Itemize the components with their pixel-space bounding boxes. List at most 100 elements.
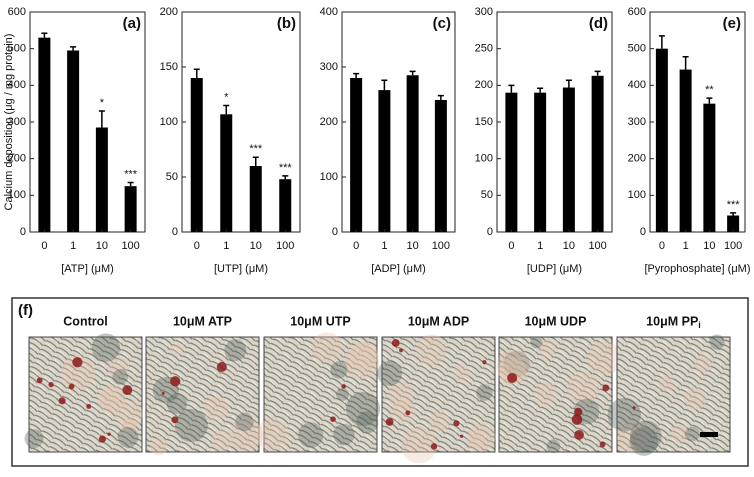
y-tick-label: 500 bbox=[628, 43, 646, 55]
x-tick-label: 100 bbox=[121, 240, 139, 252]
tint bbox=[330, 361, 348, 379]
y-tick-label: 300 bbox=[475, 6, 493, 18]
error-bar bbox=[98, 110, 105, 128]
significance: * bbox=[224, 91, 229, 103]
stained-nodule bbox=[68, 383, 75, 390]
panel-label: (a) bbox=[123, 15, 141, 32]
stained-nodule bbox=[599, 441, 606, 448]
image-caption: 10μM ATP bbox=[173, 314, 232, 328]
y-tick-label: 200 bbox=[160, 6, 178, 18]
stained-nodule bbox=[330, 416, 336, 423]
y-tick-label: 250 bbox=[475, 43, 493, 55]
stained-nodule bbox=[216, 361, 227, 373]
y-tick-label: 150 bbox=[475, 116, 493, 128]
x-axis-label: [ATP] (μM) bbox=[61, 263, 114, 275]
y-tick-label: 600 bbox=[8, 6, 26, 18]
tint bbox=[91, 333, 121, 362]
error-bar bbox=[381, 79, 388, 91]
stained-nodule bbox=[391, 339, 400, 347]
tint bbox=[150, 437, 168, 456]
stained-nodule bbox=[98, 435, 106, 443]
tint bbox=[684, 426, 700, 442]
stained-nodule bbox=[161, 391, 165, 395]
x-tick-label: 1 bbox=[537, 240, 543, 252]
tint bbox=[533, 382, 558, 407]
tint bbox=[658, 375, 675, 392]
stained-nodule bbox=[72, 357, 83, 368]
bar bbox=[124, 186, 137, 232]
tint bbox=[297, 422, 324, 448]
y-tick-label: 150 bbox=[160, 61, 178, 73]
x-tick-label: 0 bbox=[659, 240, 665, 252]
significance: *** bbox=[279, 162, 293, 174]
bar bbox=[727, 215, 740, 232]
micrograph bbox=[381, 336, 496, 453]
caption-subscript: i bbox=[698, 320, 701, 330]
micrograph bbox=[28, 336, 143, 453]
error-bar bbox=[409, 70, 416, 76]
stained-nodule bbox=[399, 348, 403, 353]
tint bbox=[629, 420, 662, 453]
y-tick-label: 0 bbox=[332, 226, 338, 238]
x-tick-label: 100 bbox=[276, 240, 294, 252]
tint bbox=[97, 384, 126, 414]
tint bbox=[235, 412, 254, 432]
stained-nodule bbox=[122, 385, 133, 396]
bar bbox=[378, 90, 391, 232]
y-tick-label: 600 bbox=[628, 6, 646, 18]
y-tick-label: 500 bbox=[8, 43, 26, 55]
x-tick-label: 10 bbox=[96, 240, 108, 252]
tint bbox=[311, 332, 343, 363]
image-caption: 10μM UDP bbox=[525, 314, 587, 328]
bar bbox=[534, 92, 547, 233]
tint bbox=[229, 418, 263, 452]
x-tick-label: 1 bbox=[70, 240, 76, 252]
x-tick-label: 100 bbox=[432, 240, 450, 252]
error-bar bbox=[565, 79, 572, 88]
stained-nodule bbox=[171, 416, 179, 424]
error-bar bbox=[682, 55, 689, 70]
error-bar bbox=[70, 46, 77, 51]
tint bbox=[538, 339, 556, 358]
x-tick-label: 0 bbox=[41, 240, 47, 252]
significance: ** bbox=[705, 84, 714, 96]
stained-nodule bbox=[602, 384, 610, 392]
tint bbox=[476, 384, 493, 401]
tint bbox=[498, 356, 526, 385]
error-bar bbox=[353, 72, 360, 78]
y-tick-label: 200 bbox=[475, 79, 493, 91]
tint bbox=[174, 408, 208, 442]
bar bbox=[703, 103, 716, 233]
y-tick-label: 100 bbox=[8, 189, 26, 201]
bar bbox=[562, 87, 575, 233]
bar bbox=[655, 48, 668, 232]
tint bbox=[617, 422, 649, 454]
bar bbox=[406, 75, 419, 232]
x-tick-label: 0 bbox=[353, 240, 359, 252]
y-tick-label: 0 bbox=[640, 226, 646, 238]
tint bbox=[115, 400, 143, 429]
y-tick-label: 0 bbox=[20, 226, 26, 238]
tint bbox=[468, 430, 486, 447]
scale-bar bbox=[700, 432, 718, 437]
error-bar bbox=[223, 104, 230, 115]
tint bbox=[356, 411, 379, 434]
bar bbox=[95, 127, 108, 232]
y-tick-label: 300 bbox=[320, 61, 338, 73]
error-bar bbox=[537, 87, 544, 93]
panel-label: (d) bbox=[589, 15, 608, 32]
x-axis-label: [Pyrophosphate] (μM) bbox=[645, 263, 751, 275]
stained-nodule bbox=[341, 384, 346, 389]
tint bbox=[391, 399, 417, 424]
bar bbox=[679, 69, 692, 232]
micrograph bbox=[145, 336, 260, 453]
error-bar bbox=[706, 97, 713, 104]
stained-nodule bbox=[571, 414, 583, 425]
tint bbox=[629, 427, 659, 456]
y-tick-label: 100 bbox=[320, 171, 338, 183]
tint bbox=[683, 386, 707, 410]
y-tick-label: 200 bbox=[8, 153, 26, 165]
x-tick-label: 10 bbox=[703, 240, 715, 252]
y-tick-label: 100 bbox=[475, 153, 493, 165]
